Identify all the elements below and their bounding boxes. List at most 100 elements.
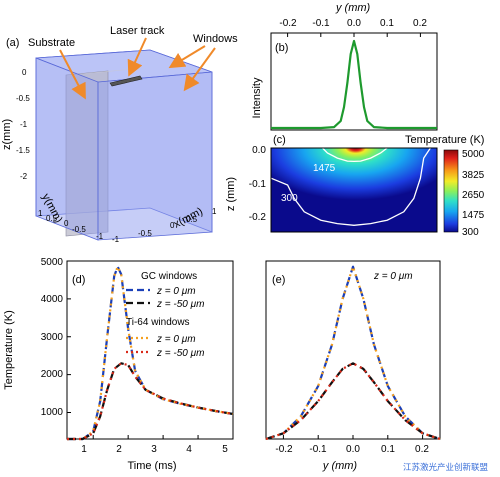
heatmap <box>271 148 437 232</box>
series-line-2 <box>67 265 234 441</box>
panel-d-tick-marks <box>67 260 234 439</box>
x-tick-label: 2 <box>116 444 122 455</box>
panel-e-letter: (e) <box>272 274 285 286</box>
panel-d-letter: (d) <box>72 274 85 286</box>
legend-group-ti64: Ti-64 windows <box>126 317 190 328</box>
panel-b: y (mm) -0.2 -0.1 0.0 0.1 0.2 (b) Intensi… <box>251 2 438 131</box>
x-tick-label: -0.2 <box>279 18 297 29</box>
colorbar-tick: 5000 <box>462 149 485 160</box>
panel-d-yticks: 1000 2000 3000 4000 5000 <box>41 257 64 418</box>
legend-entry: z = 0 μm <box>156 286 196 297</box>
intensity-profile <box>271 39 437 130</box>
x-tick-label: 4 <box>186 444 192 455</box>
panel-c-yticks: 0.0 -0.1 -0.2 <box>249 145 267 223</box>
box-front-left-face <box>35 57 99 241</box>
panel-b-frame <box>270 32 438 131</box>
arrow-substrate <box>59 49 86 100</box>
substrate-slab-top <box>66 68 146 75</box>
colorbar <box>443 149 459 233</box>
laser-track <box>109 75 143 87</box>
x-tick-label: 0.0 <box>347 18 361 29</box>
panel-d: (d) 1000 2000 3000 4000 5000 1 2 3 4 5 T… <box>3 257 234 472</box>
panel-b-tick-marks <box>287 33 421 37</box>
y-tick-label: 5000 <box>41 257 64 268</box>
z-tick: -1.5 <box>16 146 30 155</box>
z-tick: -2 <box>20 172 28 181</box>
x-tick-label: -0.1 <box>312 18 330 29</box>
panel-d-ylabel: Temperature (K) <box>3 310 15 389</box>
panel-a-letter: (a) <box>6 37 19 49</box>
panel-e-frame <box>265 260 441 440</box>
series-line-3 <box>67 362 234 441</box>
legend-entry: z = 0 μm <box>156 334 196 345</box>
x-tick-label: 3 <box>151 444 157 455</box>
contour-label-1475: 1475 <box>313 163 336 174</box>
legend: GC windows z = 0 μm z = -50 μm Ti-64 win… <box>126 271 204 359</box>
panel-b-letter: (b) <box>275 42 288 54</box>
x-tick: -1 <box>112 235 120 244</box>
legend-entry: z = -50 μm <box>156 348 204 359</box>
colorbar-tick: 2650 <box>462 190 485 201</box>
panel-e-tick-marks <box>282 435 424 439</box>
x-tick: 0 <box>170 221 175 230</box>
z-tick: -1 <box>20 120 28 129</box>
panel-a: (a) Substrate Laser track Windows 0 -0.5… <box>1 25 238 244</box>
x-tick-label: 5 <box>222 444 228 455</box>
y-tick-label: 1000 <box>41 407 64 418</box>
y-tick: -1 <box>96 232 104 241</box>
contour-300 <box>270 147 431 226</box>
panel-c-frame <box>270 147 438 233</box>
series-line-1 <box>265 362 441 441</box>
y-tick-label: 3000 <box>41 332 64 343</box>
panel-d-xlabel: Time (ms) <box>127 460 176 472</box>
x-tick: 0.5 <box>186 215 198 224</box>
x-tick-label: 0.0 <box>346 444 360 455</box>
z-tick: -0.5 <box>16 94 30 103</box>
panel-e-plot <box>265 265 441 441</box>
x-tick-label: 1 <box>81 444 87 455</box>
series-line-0 <box>67 265 234 441</box>
panel-d-frame <box>66 260 234 440</box>
colorbar-ticks: 5000 3825 2650 1475 300 <box>462 149 485 238</box>
z-axis-label: z(mm) <box>1 119 13 150</box>
y-tick-label: -0.2 <box>249 212 267 223</box>
panel-b-plot <box>271 39 437 130</box>
series-line-1 <box>67 362 234 441</box>
y-tick-label: 0.0 <box>252 145 266 156</box>
x-tick: 1 <box>212 207 217 216</box>
x-tick-label: 0.1 <box>381 444 395 455</box>
panel-b-xticks: -0.2 -0.1 0.0 0.1 0.2 <box>279 18 427 29</box>
z-tick: 0 <box>22 68 27 77</box>
colorbar-tick: 3825 <box>462 170 485 181</box>
contour-1475 <box>322 147 388 163</box>
z-axis: 0 -0.5 -1 -1.5 -2 z(mm) <box>1 68 30 181</box>
legend-entry: z = -50 μm <box>156 299 204 310</box>
x-tick-label: 0.2 <box>415 444 429 455</box>
x-tick-label: -0.2 <box>275 444 293 455</box>
colorbar-title: Temperature (K) <box>405 134 484 146</box>
panel-b-xlabel: y (mm) <box>335 2 371 14</box>
x-tick-label: 0.2 <box>413 18 427 29</box>
y-tick-label: 4000 <box>41 294 64 305</box>
x-tick-label: -0.1 <box>309 444 327 455</box>
panel-e: (e) z = 0 μm -0.2 -0.1 0.0 0.1 0.2 y (mm… <box>265 260 441 472</box>
panel-c-ylabel: z (mm) <box>225 177 237 211</box>
panel-d-plot <box>67 265 234 441</box>
panel-b-ylabel: Intensity <box>251 77 263 118</box>
arrow-laser-track <box>127 37 147 77</box>
colorbar-tick: 300 <box>462 227 479 238</box>
y-tick: -0.5 <box>72 225 86 234</box>
y-tick: 0 <box>64 219 69 228</box>
series-line-2 <box>265 265 441 441</box>
panel-c: (c) z (mm) 0.0 -0.1 -0.2 1475 300 Temper… <box>225 134 485 238</box>
arrow-windows-1 <box>168 45 206 69</box>
panel-d-xticks: 1 2 3 4 5 <box>81 444 228 455</box>
callout-windows: Windows <box>193 33 238 45</box>
box-front-right-face <box>97 71 213 241</box>
y-tick: 0.5 <box>46 214 58 223</box>
arrow-windows-2 <box>183 47 216 92</box>
panel-e-annotation: z = 0 μm <box>373 271 413 282</box>
panel-c-letter: (c) <box>273 134 286 146</box>
callout-substrate: Substrate <box>28 37 75 49</box>
contour-label-300: 300 <box>281 193 298 204</box>
